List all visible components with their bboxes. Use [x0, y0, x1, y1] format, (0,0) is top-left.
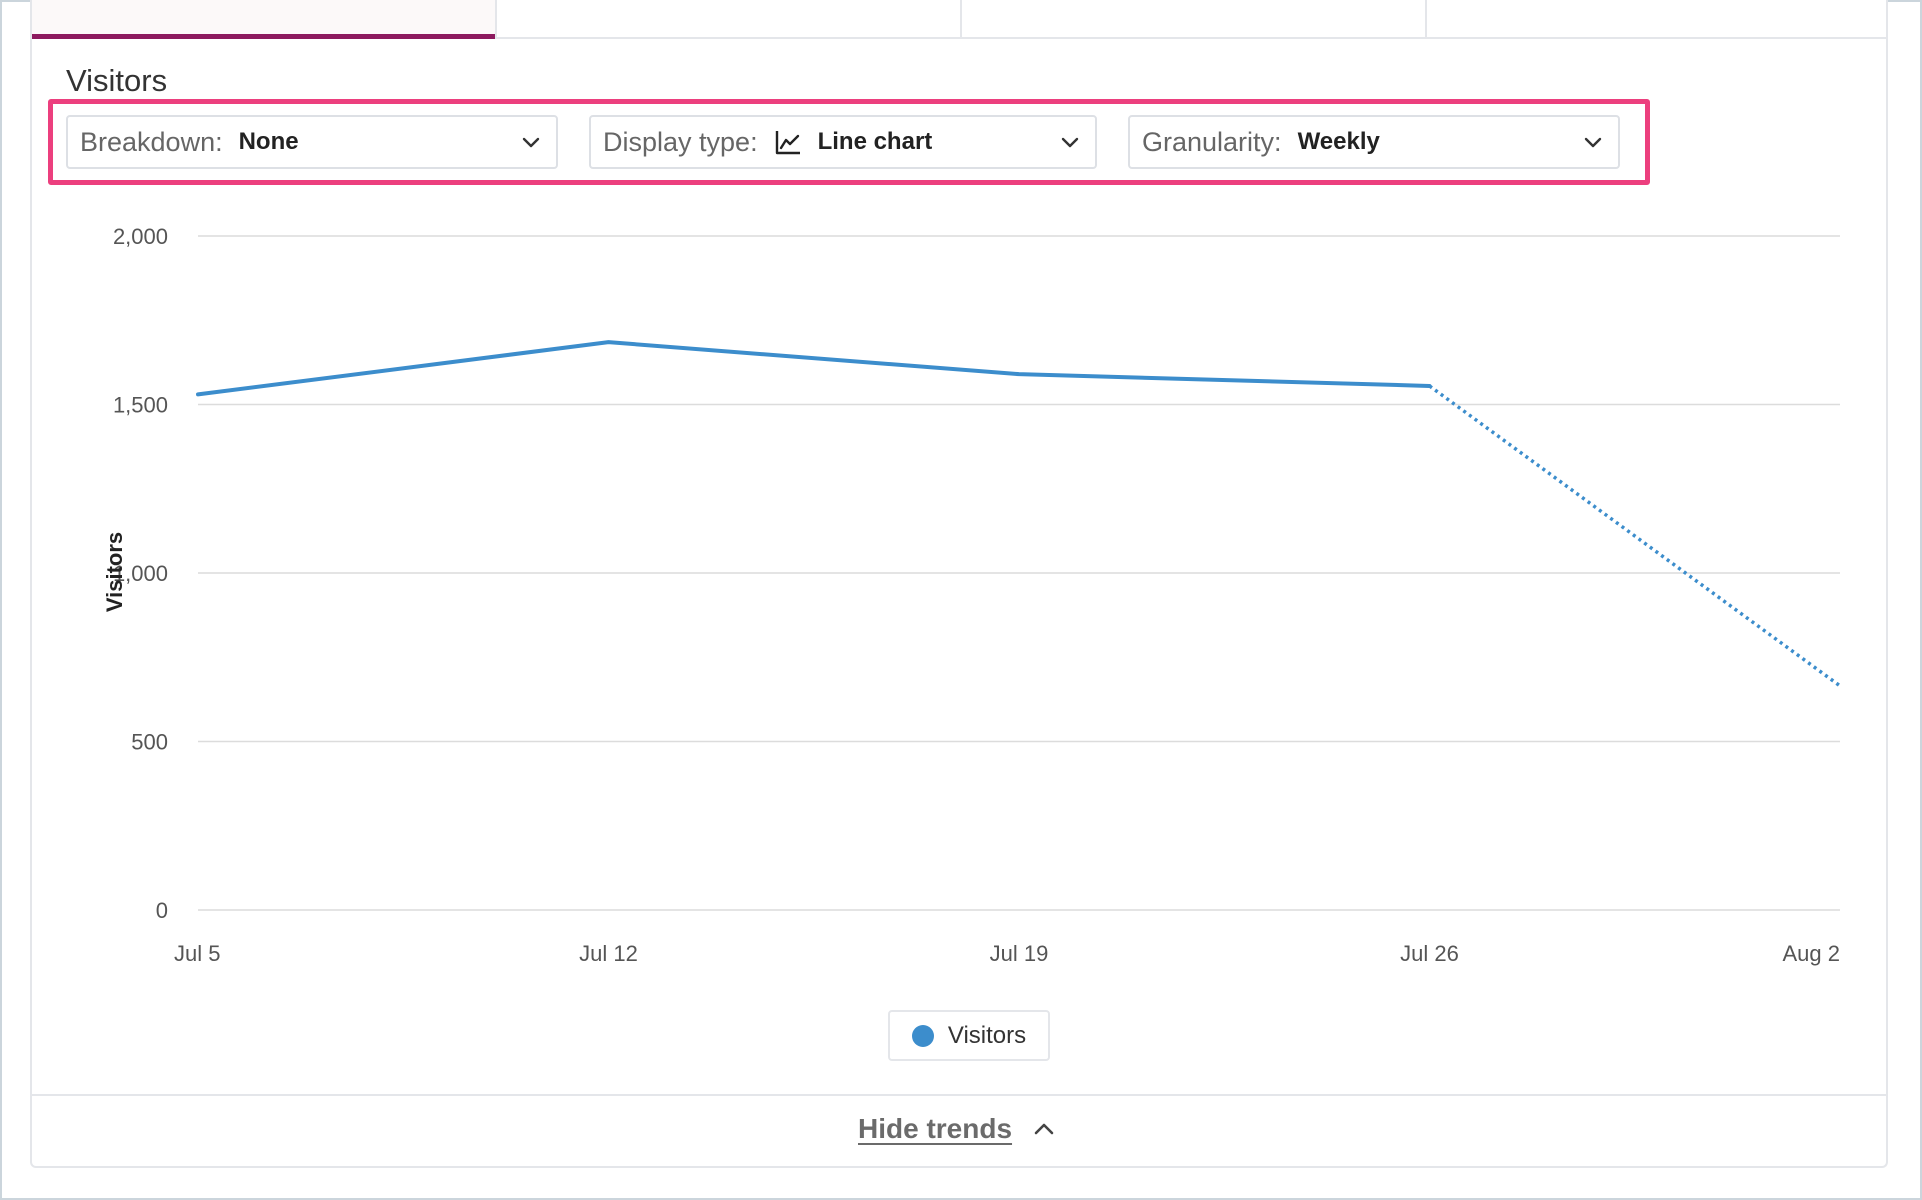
legend-label: Visitors: [947, 1021, 1027, 1049]
x-tick-label: Aug 2: [1783, 941, 1841, 966]
hide-trends-label: Hide trends: [858, 1113, 1013, 1144]
hide-trends-button[interactable]: Hide trends: [858, 1113, 1056, 1145]
x-tick-label: Jul 12: [579, 941, 638, 966]
breakdown-label: Breakdown:: [80, 126, 223, 157]
controls-highlight: [48, 99, 1650, 185]
section-title: Visitors: [66, 63, 168, 98]
tab-3[interactable]: [962, 0, 1427, 37]
footer-divider: [32, 1094, 1886, 1096]
display-type-value: Line chart: [817, 128, 933, 155]
chevron-down-icon: [520, 131, 542, 153]
tab-2[interactable]: [497, 0, 962, 37]
granularity-dropdown[interactable]: Granularity: Weekly: [1128, 115, 1620, 169]
trends-panel: Visitors Breakdown: None Display type: L…: [30, 0, 1888, 1168]
chart-legend-item[interactable]: Visitors: [888, 1010, 1050, 1061]
x-tick-label: Jul 19: [990, 941, 1049, 966]
y-tick-label: 0: [156, 898, 168, 923]
line-chart-icon: [774, 128, 802, 156]
y-tick-label: 1,500: [113, 393, 168, 418]
y-tick-label: 500: [131, 730, 168, 755]
series-line-complete: [196, 340, 1432, 397]
breakdown-value: None: [238, 128, 299, 155]
display-type-label: Display type:: [603, 126, 758, 157]
breakdown-dropdown[interactable]: Breakdown: None: [66, 115, 558, 169]
x-tick-label: Jul 26: [1400, 941, 1459, 966]
tab-visitors[interactable]: [32, 0, 497, 39]
granularity-value: Weekly: [1297, 128, 1380, 155]
granularity-label: Granularity:: [1142, 126, 1282, 157]
series-line-incomplete: [1428, 384, 1842, 688]
tab-bar: [32, 0, 1886, 39]
display-type-dropdown[interactable]: Display type: Line chart: [589, 115, 1097, 169]
y-tick-label: 1,000: [113, 561, 168, 586]
chevron-up-icon: [1032, 1117, 1056, 1141]
chevron-down-icon: [1582, 131, 1604, 153]
y-tick-label: 2,000: [113, 224, 168, 249]
legend-swatch: [911, 1024, 934, 1047]
y-axis-label: Visitors: [102, 532, 127, 612]
x-tick-label: Jul 5: [174, 941, 220, 966]
chevron-down-icon: [1059, 131, 1081, 153]
